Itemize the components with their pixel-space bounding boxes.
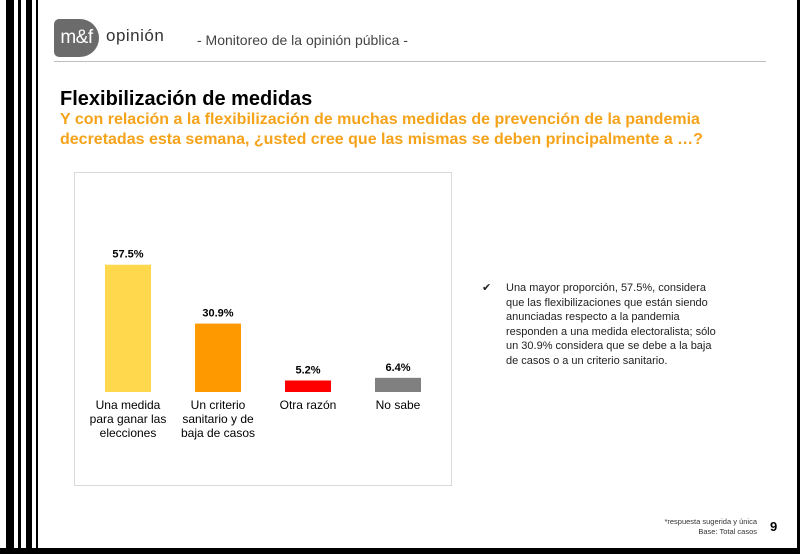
footnote-base: Base: Total casos: [698, 527, 757, 536]
data-label-3: 5.2%: [295, 364, 320, 376]
header-subtitle: - Monitoreo de la opinión pública -: [197, 32, 408, 48]
insight-text: Una mayor proporción, 57.5%, considera q…: [506, 282, 716, 367]
category-label-4: No sabe: [376, 398, 421, 412]
bar-3: [285, 380, 331, 392]
category-label-1: Una medida para ganar las elecciones: [90, 398, 167, 440]
data-label-2: 30.9%: [202, 308, 233, 320]
slide-title: Flexibilización de medidas: [60, 88, 313, 110]
footnote: *respuesta sugerida y única Base: Total …: [664, 517, 757, 537]
insight-note: ✔ Una mayor proporción, 57.5%, considera…: [482, 281, 722, 368]
logo-word: opinión: [106, 26, 165, 45]
category-label-3: Otra razón: [280, 398, 337, 412]
right-border: [797, 0, 800, 554]
bar-4: [375, 377, 421, 392]
footnote-response-type: *respuesta sugerida y única: [664, 517, 757, 526]
bar-1: [105, 264, 151, 392]
survey-question: Y con relación a la flexibilización de m…: [60, 111, 703, 148]
bar-2: [195, 323, 241, 392]
decorative-stripe: [36, 0, 38, 554]
data-label-4: 6.4%: [385, 362, 410, 374]
decorative-stripe: [6, 0, 14, 554]
logo-mark-text: m&f: [60, 27, 93, 48]
category-label-2: Un criterio sanitario y de baja de casos: [181, 398, 255, 440]
logo-mark: m&f: [54, 19, 99, 57]
bar-chart: 57.5% Una medida para ganar las elecciones 3…: [74, 172, 452, 486]
decorative-stripe: [26, 0, 32, 554]
data-label-1: 57.5%: [112, 249, 143, 261]
bottom-border: [0, 548, 800, 554]
bar-chart-svg: 57.5% Una medida para ganar las elecciones 3…: [90, 249, 421, 440]
header-divider: [54, 61, 766, 62]
checkmark-icon: ✔: [482, 282, 492, 294]
decorative-stripe: [18, 0, 21, 554]
page-number: 9: [770, 519, 778, 534]
